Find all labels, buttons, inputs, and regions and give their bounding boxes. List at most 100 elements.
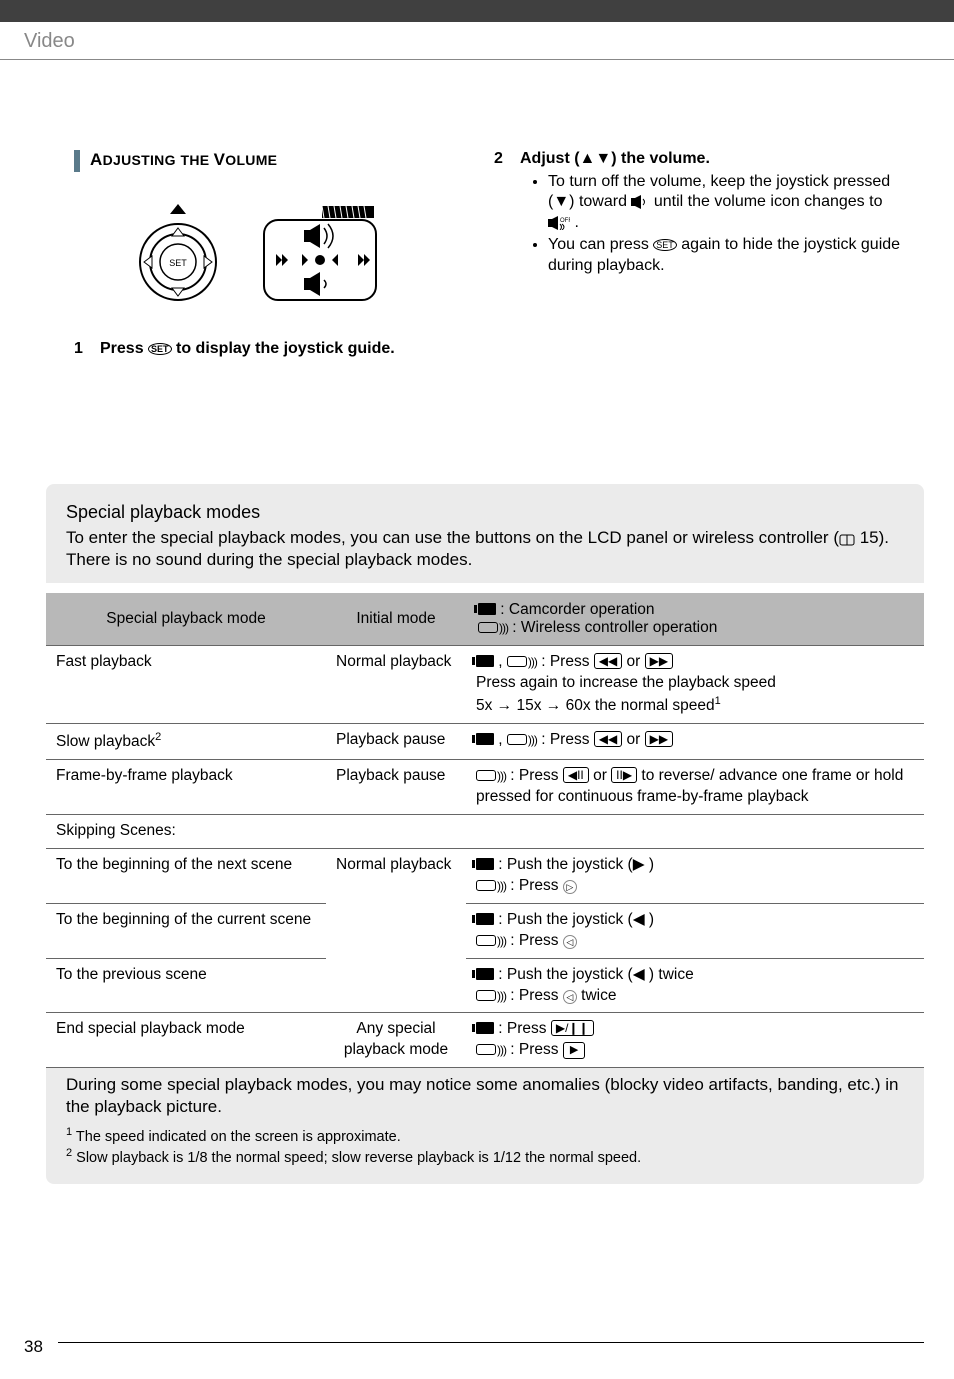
- speaker-low-icon: [631, 195, 649, 209]
- right-column: 2 Adjust (▲▼) the volume. To turn off th…: [494, 150, 904, 364]
- step-2-title: Adjust (▲▼) the volume.: [520, 150, 904, 168]
- modes-outro-band: During some special playback modes, you …: [46, 1068, 924, 1184]
- cell: To the previous scene: [46, 958, 326, 1013]
- modes-desc: To enter the special playback modes, you…: [66, 527, 904, 571]
- rewind-button-icon: ◀◀: [594, 731, 622, 747]
- camcorder-icon: [476, 858, 494, 870]
- after-note: During some special playback modes, you …: [66, 1074, 904, 1118]
- step-1: 1 Press SET to display the joystick guid…: [74, 340, 454, 358]
- cell: : Push the joystick (◀ ) twice ))) : Pre…: [466, 958, 924, 1013]
- skip-fwd-icon: ▷: [563, 880, 577, 894]
- step-1-num: 1: [74, 340, 90, 358]
- table-row: To the beginning of the current scene : …: [46, 903, 924, 958]
- modes-table: Special playback mode Initial mode : Cam…: [46, 593, 924, 1068]
- step-2-body: Adjust (▲▼) the volume. To turn off the …: [520, 150, 904, 278]
- play-icon: ▶: [563, 1042, 585, 1059]
- cell: ))) : Press ◀II or II▶ to reverse/ advan…: [466, 760, 924, 815]
- joystick-illustration: SET: [128, 202, 454, 312]
- footnote-2: 2 Slow playback is 1/8 the normal speed;…: [66, 1146, 904, 1168]
- accent-bar: [74, 150, 80, 172]
- svg-text:SET: SET: [169, 258, 187, 268]
- step-2-num: 2: [494, 150, 510, 278]
- page-number: 38: [24, 1337, 43, 1357]
- cell: Frame-by-frame playback: [46, 760, 326, 815]
- cell: Playback pause: [326, 724, 466, 760]
- remote-icon: [476, 1044, 496, 1055]
- camcorder-icon: [478, 603, 496, 615]
- volume-panel-icon: [262, 202, 382, 312]
- remote-icon: [507, 656, 527, 667]
- camcorder-icon: [476, 1022, 494, 1034]
- table-row: End special playback mode Any special pl…: [46, 1013, 924, 1068]
- manual-ref-icon: [839, 534, 855, 546]
- remote-icon: [476, 990, 496, 1001]
- cell: , ))) : Press ◀◀ or ▶▶: [466, 724, 924, 760]
- camcorder-icon: [476, 913, 494, 925]
- cell: Normal playback: [326, 646, 466, 724]
- down-icon: ▼: [553, 193, 569, 210]
- set-icon: SET: [148, 343, 172, 355]
- ffwd-button-icon: ▶▶: [645, 653, 673, 669]
- left-icon: ◀: [633, 966, 645, 983]
- th-operation: : Camcorder operation ))) : Wireless con…: [466, 593, 924, 646]
- step-2-bullets: To turn off the volume, keep the joystic…: [520, 172, 904, 276]
- modes-title: Special playback modes: [66, 502, 904, 523]
- frame-back-icon: ◀II: [563, 767, 589, 783]
- cell: To the beginning of the next scene: [46, 848, 326, 903]
- th-mode: Special playback mode: [46, 593, 326, 646]
- ffwd-button-icon: ▶▶: [645, 731, 673, 747]
- cell: Playback pause: [326, 760, 466, 815]
- joystick-dial-icon: SET: [128, 202, 228, 312]
- step-1-text: Press SET to display the joystick guide.: [100, 340, 454, 358]
- left-column: ADJUSTING THE VOLUME SET: [74, 150, 454, 364]
- frame-fwd-icon: II▶: [611, 767, 637, 783]
- remote-icon: [478, 622, 498, 633]
- modes-table-wrap: Special playback mode Initial mode : Cam…: [0, 593, 954, 1068]
- updown-icon: ▲▼: [580, 150, 612, 167]
- table-row: Frame-by-frame playback Playback pause )…: [46, 760, 924, 815]
- cell: , ))) : Press ◀◀ or ▶▶ Press again to in…: [466, 646, 924, 724]
- skip-back-icon: ◁: [563, 990, 577, 1004]
- right-icon: ▶: [633, 856, 645, 873]
- cell: : Press ▶/❙❙ ))) : Press ▶: [466, 1013, 924, 1068]
- th-initial: Initial mode: [326, 593, 466, 646]
- cell: End special playback mode: [46, 1013, 326, 1068]
- remote-icon: [476, 770, 496, 781]
- rewind-button-icon: ◀◀: [594, 653, 622, 669]
- cell: : Push the joystick (▶ ) ))) : Press ▷: [466, 848, 924, 903]
- table-row: Skipping Scenes:: [46, 815, 924, 849]
- skip-back-icon: ◁: [563, 935, 577, 949]
- cell: : Push the joystick (◀ ) ))) : Press ◁: [466, 903, 924, 958]
- section-header: Video: [0, 22, 954, 53]
- footnotes: 1 The speed indicated on the screen is a…: [66, 1125, 904, 1168]
- camcorder-icon: [476, 968, 494, 980]
- bullet-2: You can press SET again to hide the joys…: [548, 235, 904, 276]
- step-2: 2 Adjust (▲▼) the volume. To turn off th…: [494, 150, 904, 278]
- cell: To the beginning of the current scene: [46, 903, 326, 958]
- cell: Normal playback: [326, 848, 466, 1013]
- table-header-row: Special playback mode Initial mode : Cam…: [46, 593, 924, 646]
- svg-text:OFF: OFF: [560, 218, 570, 224]
- heading-row: ADJUSTING THE VOLUME: [74, 150, 454, 172]
- two-column-content: ADJUSTING THE VOLUME SET: [0, 60, 954, 364]
- remote-icon: [476, 880, 496, 891]
- cell: Slow playback2: [46, 724, 326, 760]
- skipping-header: Skipping Scenes:: [46, 815, 924, 849]
- camcorder-icon: [476, 655, 494, 667]
- cell: Fast playback: [46, 646, 326, 724]
- modes-intro-band: Special playback modes To enter the spec…: [46, 484, 924, 583]
- camcorder-icon: [476, 733, 494, 745]
- speaker-off-icon: OFF: [548, 216, 570, 230]
- top-bar: [0, 0, 954, 22]
- remote-icon: [507, 734, 527, 745]
- page-rule: [58, 1342, 924, 1343]
- bullet-1: To turn off the volume, keep the joystic…: [548, 172, 904, 233]
- cell: Any special playback mode: [326, 1013, 466, 1068]
- left-icon: ◀: [633, 911, 645, 928]
- volume-heading: ADJUSTING THE VOLUME: [90, 150, 277, 170]
- play-pause-icon: ▶/❙❙: [551, 1020, 594, 1036]
- footnote-1: 1 The speed indicated on the screen is a…: [66, 1125, 904, 1147]
- set-icon: SET: [653, 239, 677, 251]
- table-row: Slow playback2 Playback pause , ))) : Pr…: [46, 724, 924, 760]
- remote-icon: [476, 935, 496, 946]
